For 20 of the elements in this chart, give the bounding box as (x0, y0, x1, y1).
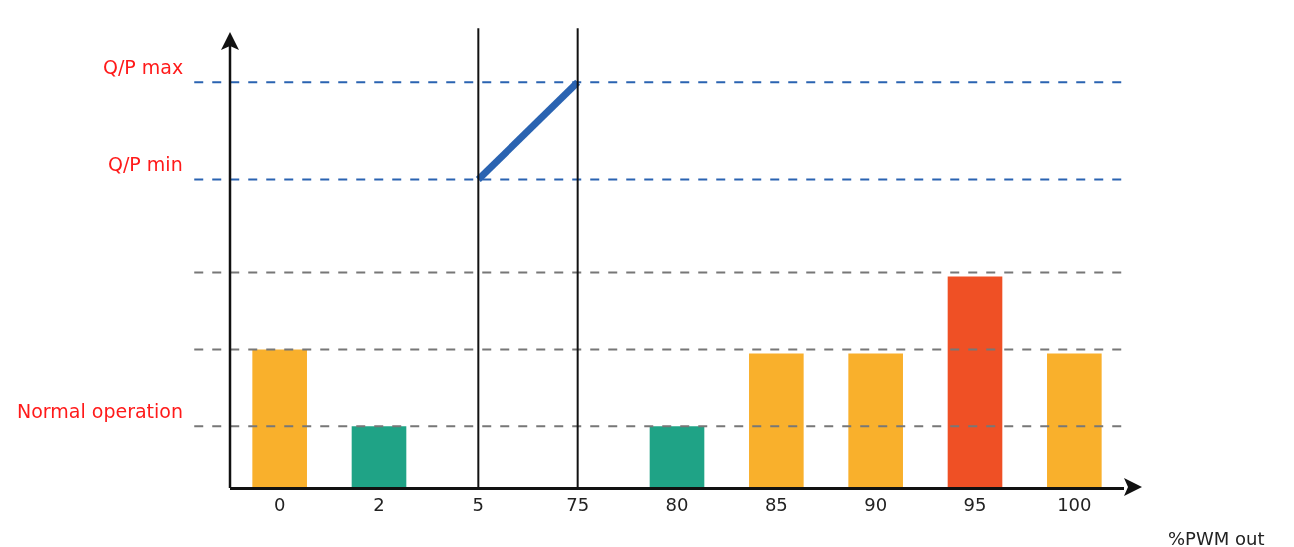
x-tick-label: 90 (864, 494, 888, 516)
bar (947, 276, 1003, 487)
bar (749, 353, 804, 487)
ref-line-label: Normal operation (17, 400, 184, 422)
x-tick-label: 0 (273, 494, 286, 516)
ref-line-label: Q/P min (108, 153, 183, 175)
bar (252, 349, 307, 487)
bar (1047, 353, 1102, 487)
x-tick-label: 100 (1057, 494, 1092, 516)
x-tick-label: 95 (963, 494, 987, 516)
x-tick-label: 2 (373, 494, 385, 516)
x-tick-label: 5 (472, 494, 485, 516)
x-axis-title: %PWM out (1168, 528, 1265, 547)
ref-line-label: Q/P max (103, 56, 184, 78)
bar (848, 353, 903, 487)
x-tick-label: 75 (566, 494, 590, 516)
x-tick-label: 85 (764, 494, 788, 516)
bar (649, 426, 705, 487)
x-tick-label: 80 (665, 494, 689, 516)
bar (351, 426, 407, 487)
